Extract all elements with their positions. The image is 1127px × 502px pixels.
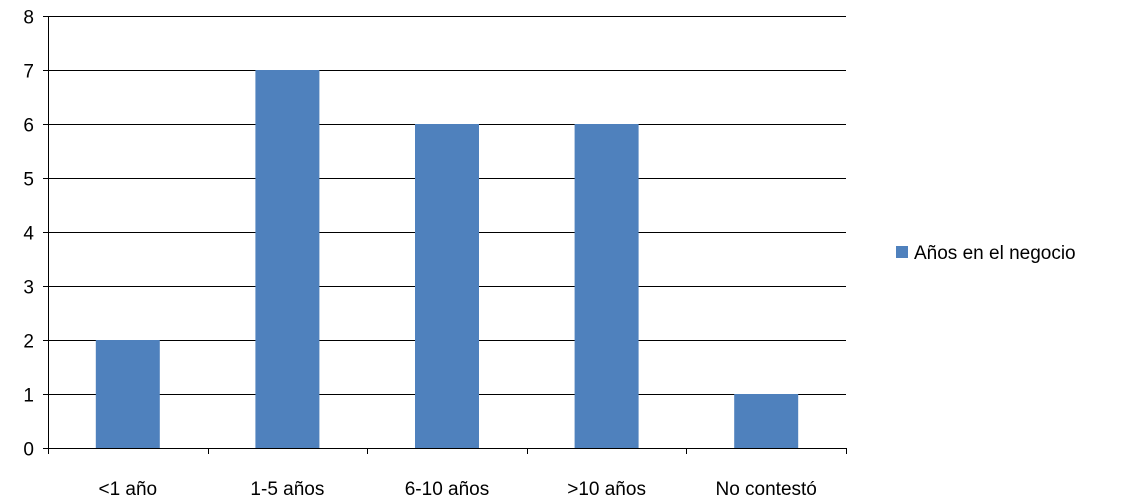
bar	[415, 124, 479, 448]
x-tick-label: No contestó	[715, 479, 816, 500]
legend: Años en el negocio	[896, 243, 1076, 264]
bar	[574, 124, 639, 448]
bars	[95, 70, 799, 448]
y-tick-label: 6	[23, 116, 34, 137]
bar	[734, 394, 799, 448]
y-tick-label: 7	[23, 62, 34, 83]
x-tick-label: <1 año	[98, 479, 157, 500]
y-tick-label: 8	[23, 8, 34, 29]
y-tick-label: 2	[23, 332, 34, 353]
legend-label: Años en el negocio	[914, 243, 1076, 264]
y-tick-labels: 0 1 2 3 4 5 6 7 8	[23, 8, 34, 461]
y-tick-label: 5	[23, 170, 34, 191]
x-tick-labels: <1 año 1-5 años 6-10 años >10 años No contes…	[98, 479, 816, 500]
x-tick-label: 1-5 años	[250, 479, 324, 500]
y-tick-label: 0	[23, 440, 34, 461]
y-tick-label: 3	[23, 278, 34, 299]
bar	[95, 340, 160, 448]
axes	[43, 16, 847, 454]
x-tick-label: 6-10 años	[405, 479, 490, 500]
y-tick-label: 4	[23, 224, 34, 245]
y-tick-label: 1	[23, 386, 34, 407]
bar	[255, 70, 320, 448]
legend-swatch	[896, 246, 908, 258]
x-tick-label: >10 años	[567, 479, 646, 500]
